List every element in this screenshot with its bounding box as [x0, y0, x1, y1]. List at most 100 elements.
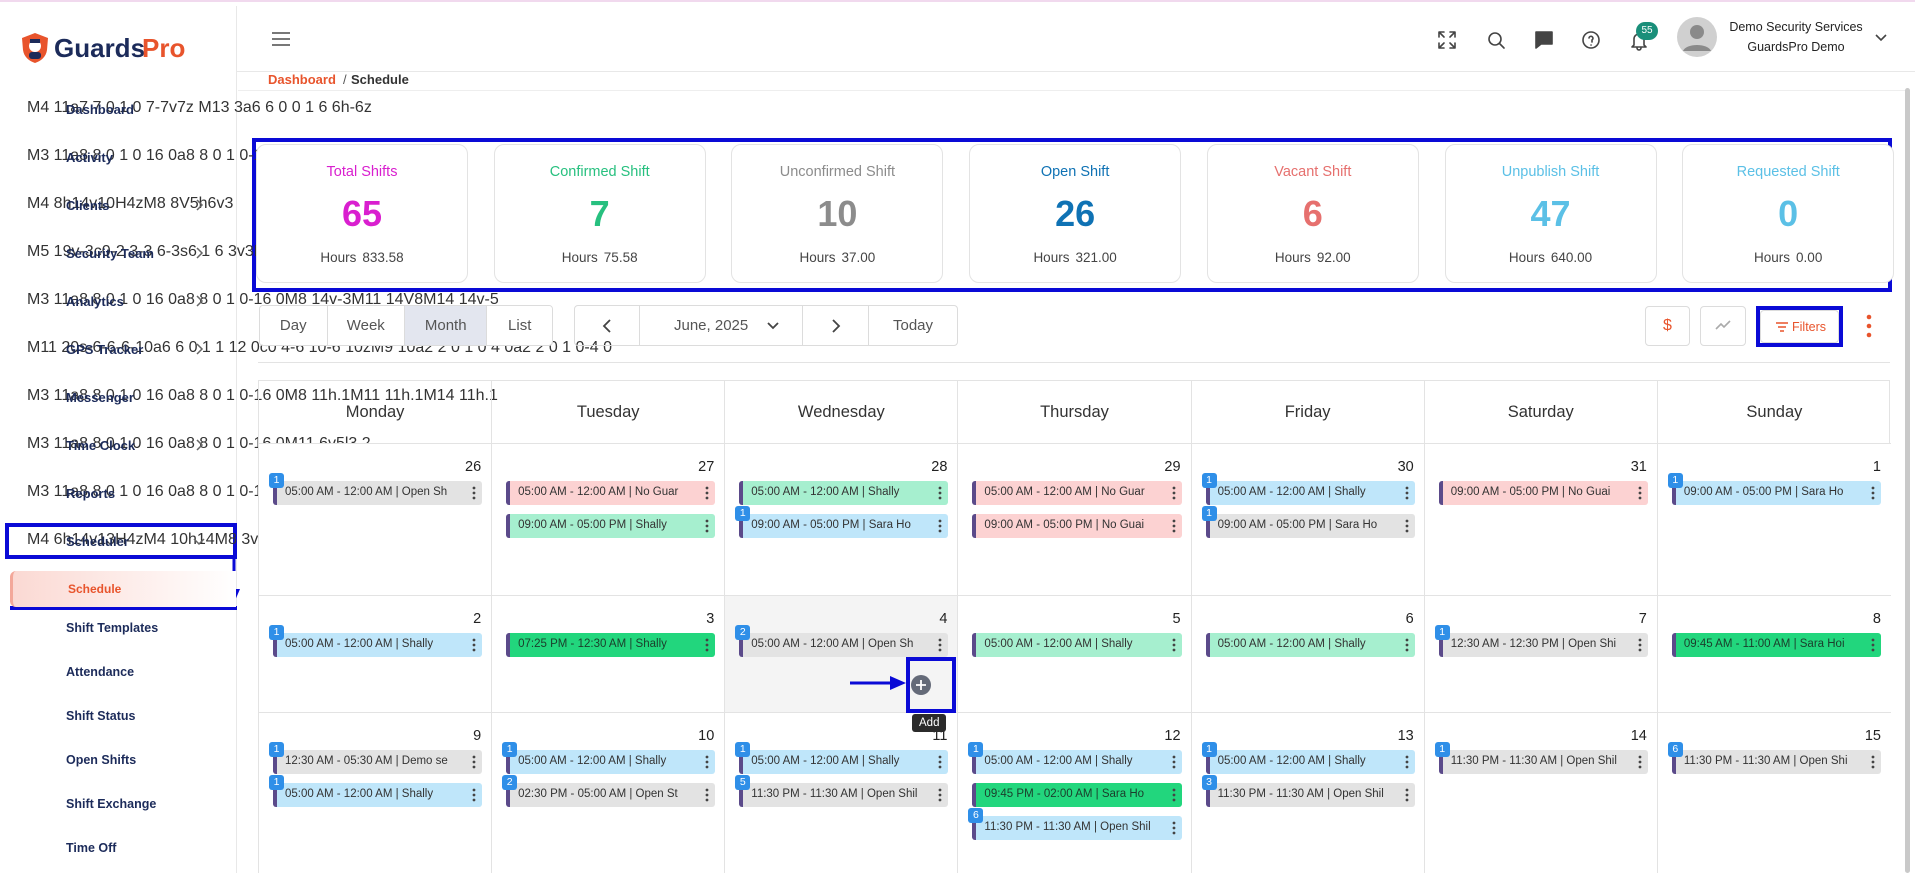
view-button[interactable]: List	[487, 306, 552, 345]
shift-event[interactable]: 09:00 AM - 05:00 PM | No Guai	[972, 514, 1182, 538]
user-menu-chevron[interactable]	[1874, 31, 1888, 50]
day-cell[interactable]: 30 05:00 AM - 12:00 AM | Shally 1 09:00 AM …	[1191, 444, 1425, 596]
trend-button[interactable]	[1700, 306, 1746, 346]
prev-button[interactable]	[575, 306, 640, 345]
shift-menu[interactable]	[1172, 638, 1176, 657]
sidebar-item[interactable]: M3 11a8 8 0 1 0 16 0a8 8 0 1 0-16 0M8 11…	[18, 385, 498, 411]
shift-event[interactable]: 05:00 AM - 12:00 AM | No Guar	[972, 481, 1182, 505]
day-cell[interactable]: 6 05:00 AM - 12:00 AM | Shally	[1191, 596, 1425, 713]
breadcrumb-parent[interactable]: Dashboard	[268, 72, 336, 87]
shift-event[interactable]: 05:00 AM - 12:00 AM | Shally 1	[502, 742, 716, 774]
shift-menu[interactable]	[1405, 788, 1409, 807]
header-icon[interactable]	[1485, 29, 1507, 56]
shift-menu[interactable]	[1172, 519, 1176, 538]
sidebar-subitem[interactable]: Shift Exchange	[66, 797, 157, 811]
shift-menu[interactable]	[705, 788, 709, 807]
view-button[interactable]: Month	[405, 306, 488, 345]
shift-event[interactable]: 05:00 AM - 12:00 AM | Shally 1	[735, 742, 949, 774]
shift-event[interactable]: 11:30 PM - 11:30 AM | Open Shil 1	[1434, 742, 1648, 774]
shift-event[interactable]: 05:00 AM - 12:00 AM | Shally 1	[968, 742, 1182, 774]
shift-event[interactable]: 05:00 AM - 12:00 AM | Shally 1	[269, 775, 483, 807]
shift-event[interactable]: 02:30 PM - 05:00 AM | Open St 2	[502, 775, 716, 807]
sidebar-subitem[interactable]: Shift Templates	[66, 621, 159, 635]
day-cell[interactable]: 8 09:45 AM - 11:00 AM | Sara Hoi	[1657, 596, 1891, 713]
view-button[interactable]: Day	[260, 306, 328, 345]
day-cell[interactable]: 14 11:30 PM - 11:30 AM | Open Shil 1	[1424, 713, 1658, 873]
day-cell[interactable]: 7 12:30 AM - 12:30 PM | Open Shi 1	[1424, 596, 1658, 713]
currency-button[interactable]: $	[1645, 306, 1690, 346]
sidebar-item[interactable]: M11 20s-6-6-6-10a6 6 0 1 1 12 0c0 4-6 10…	[18, 337, 612, 363]
shift-event[interactable]: 09:45 PM - 02:00 AM | Sara Ho	[972, 783, 1182, 807]
day-cell[interactable]: 29 05:00 AM - 12:00 AM | No Guar 09:00 AM …	[958, 444, 1192, 596]
next-button[interactable]	[803, 306, 869, 345]
shift-menu[interactable]	[472, 788, 476, 807]
sidebar-item[interactable]: M3 11a8 8 0 1 0 16 0a8 8 0 1 0-16 0M7 13…	[18, 145, 410, 171]
period-label[interactable]: June, 2025	[640, 306, 803, 345]
shift-event[interactable]: 09:00 AM - 05:00 PM | Sara Ho 1	[735, 506, 949, 538]
shift-event[interactable]: 05:00 AM - 12:00 AM | Shally	[739, 481, 949, 505]
day-cell[interactable]: 1 09:00 AM - 05:00 PM | Sara Ho 1	[1657, 444, 1891, 596]
shift-event[interactable]: 05:00 AM - 12:00 AM | Shally	[1205, 633, 1415, 657]
shift-event[interactable]: 05:00 AM - 12:00 AM | Open Sh 2	[735, 625, 949, 657]
day-cell[interactable]: 27 05:00 AM - 12:00 AM | No Guar 09:00 AM …	[492, 444, 726, 596]
add-shift-button[interactable]	[910, 674, 932, 701]
day-cell[interactable]: 13 05:00 AM - 12:00 AM | Shally 1 11:30 PM …	[1191, 713, 1425, 873]
shift-menu[interactable]	[472, 486, 476, 505]
shift-menu[interactable]	[1405, 755, 1409, 774]
shift-event[interactable]: 07:25 PM - 12:30 AM | Shally	[506, 633, 716, 657]
day-cell[interactable]: 12 05:00 AM - 12:00 AM | Shally 1 09:45 PM …	[958, 713, 1192, 873]
sidebar-item[interactable]: M3 11a8 8 0 1 0 16 0a8 8 0 1 0-16 0M11 6…	[18, 433, 371, 459]
day-cell[interactable]: 28 05:00 AM - 12:00 AM | Shally 09:00 AM -…	[725, 444, 959, 596]
day-cell[interactable]: 9 12:30 AM - 05:30 AM | Demo se 1 05:00 AM …	[259, 713, 493, 873]
shift-menu[interactable]	[1172, 755, 1176, 774]
shift-event[interactable]: 09:00 AM - 05:00 PM | No Guai	[1438, 481, 1648, 505]
shift-menu[interactable]	[1638, 755, 1642, 774]
day-cell[interactable]: 5 05:00 AM - 12:00 AM | Shally	[958, 596, 1192, 713]
shift-event[interactable]: 09:00 AM - 05:00 PM | Sara Ho 1	[1201, 506, 1415, 538]
day-cell[interactable]: 3 07:25 PM - 12:30 AM | Shally	[492, 596, 726, 713]
sidebar-subitem[interactable]: Time Off	[66, 841, 117, 855]
shift-event[interactable]: 11:30 PM - 11:30 AM | Open Shil 5	[735, 775, 949, 807]
shift-event[interactable]: 05:00 AM - 12:00 AM | Open Sh 1	[269, 473, 483, 505]
shift-menu[interactable]	[938, 788, 942, 807]
shift-menu[interactable]	[938, 486, 942, 505]
shift-event[interactable]: 09:45 AM - 11:00 AM | Sara Hoi	[1671, 633, 1881, 657]
sidebar-subitem-active[interactable]: Schedule	[10, 571, 236, 607]
shift-event[interactable]: 11:30 PM - 11:30 AM | Open Shil 6	[968, 808, 1182, 840]
header-icon[interactable]	[1580, 29, 1602, 56]
shift-menu[interactable]	[1405, 638, 1409, 657]
shift-event[interactable]: 09:00 AM - 05:00 PM | Shally	[506, 514, 716, 538]
header-icon[interactable]	[1436, 29, 1458, 56]
shift-menu[interactable]	[1638, 638, 1642, 657]
sidebar-item[interactable]: M3 11a8 8 0 1 0 16 0a8 8 0 1 0-16 0M8 9h…	[18, 481, 400, 507]
shift-event[interactable]: 11:30 PM - 11:30 AM | Open Shi 6	[1667, 742, 1881, 774]
day-cell[interactable]: 4 05:00 AM - 12:00 AM | Open Sh 2	[725, 596, 959, 713]
shift-menu[interactable]	[1871, 638, 1875, 657]
shift-event[interactable]: 05:00 AM - 12:00 AM | Shally 1	[269, 625, 483, 657]
more-button[interactable]	[1862, 313, 1876, 344]
shift-event[interactable]: 12:30 AM - 05:30 AM | Demo se 1	[269, 742, 483, 774]
header-icon[interactable]	[1533, 29, 1555, 56]
day-cell[interactable]: 10 05:00 AM - 12:00 AM | Shally 1 02:30 PM …	[492, 713, 726, 873]
sidebar-subitem[interactable]: Attendance	[66, 665, 135, 679]
shift-menu[interactable]	[472, 638, 476, 657]
shift-menu[interactable]	[938, 519, 942, 538]
shift-event[interactable]: 05:00 AM - 12:00 AM | Shally 1	[1201, 742, 1415, 774]
shift-menu[interactable]	[938, 638, 942, 657]
shift-menu[interactable]	[1172, 821, 1176, 840]
shift-menu[interactable]	[1638, 486, 1642, 505]
shift-event[interactable]: 11:30 PM - 11:30 AM | Open Shil 3	[1201, 775, 1415, 807]
shift-menu[interactable]	[705, 519, 709, 538]
sidebar-item[interactable]: M4 11a7 7 0 1 0 7-7v7z M13 3a6 6 0 0 1 6…	[18, 97, 372, 123]
sidebar-item[interactable]: M4 6h14v13H4zM4 10h14M8 3v4M14 3v4 Schedu…	[18, 529, 329, 555]
shift-event[interactable]: 12:30 AM - 12:30 PM | Open Shi 1	[1434, 625, 1648, 657]
shift-event[interactable]: 05:00 AM - 12:00 AM | No Guar	[506, 481, 716, 505]
sidebar-item[interactable]: M3 11a8 8 0 1 0 16 0a8 8 0 1 0-16 0M8 14…	[18, 289, 499, 315]
shift-menu[interactable]	[472, 755, 476, 774]
shift-event[interactable]: 05:00 AM - 12:00 AM | Shally 1	[1201, 473, 1415, 505]
shift-menu[interactable]	[938, 755, 942, 774]
day-cell[interactable]: 15 11:30 PM - 11:30 AM | Open Shi 6	[1657, 713, 1891, 873]
day-cell[interactable]: 2 05:00 AM - 12:00 AM | Shally 1	[259, 596, 493, 713]
view-button[interactable]: Week	[327, 306, 406, 345]
day-cell[interactable]: 31 09:00 AM - 05:00 PM | No Guai	[1424, 444, 1658, 596]
